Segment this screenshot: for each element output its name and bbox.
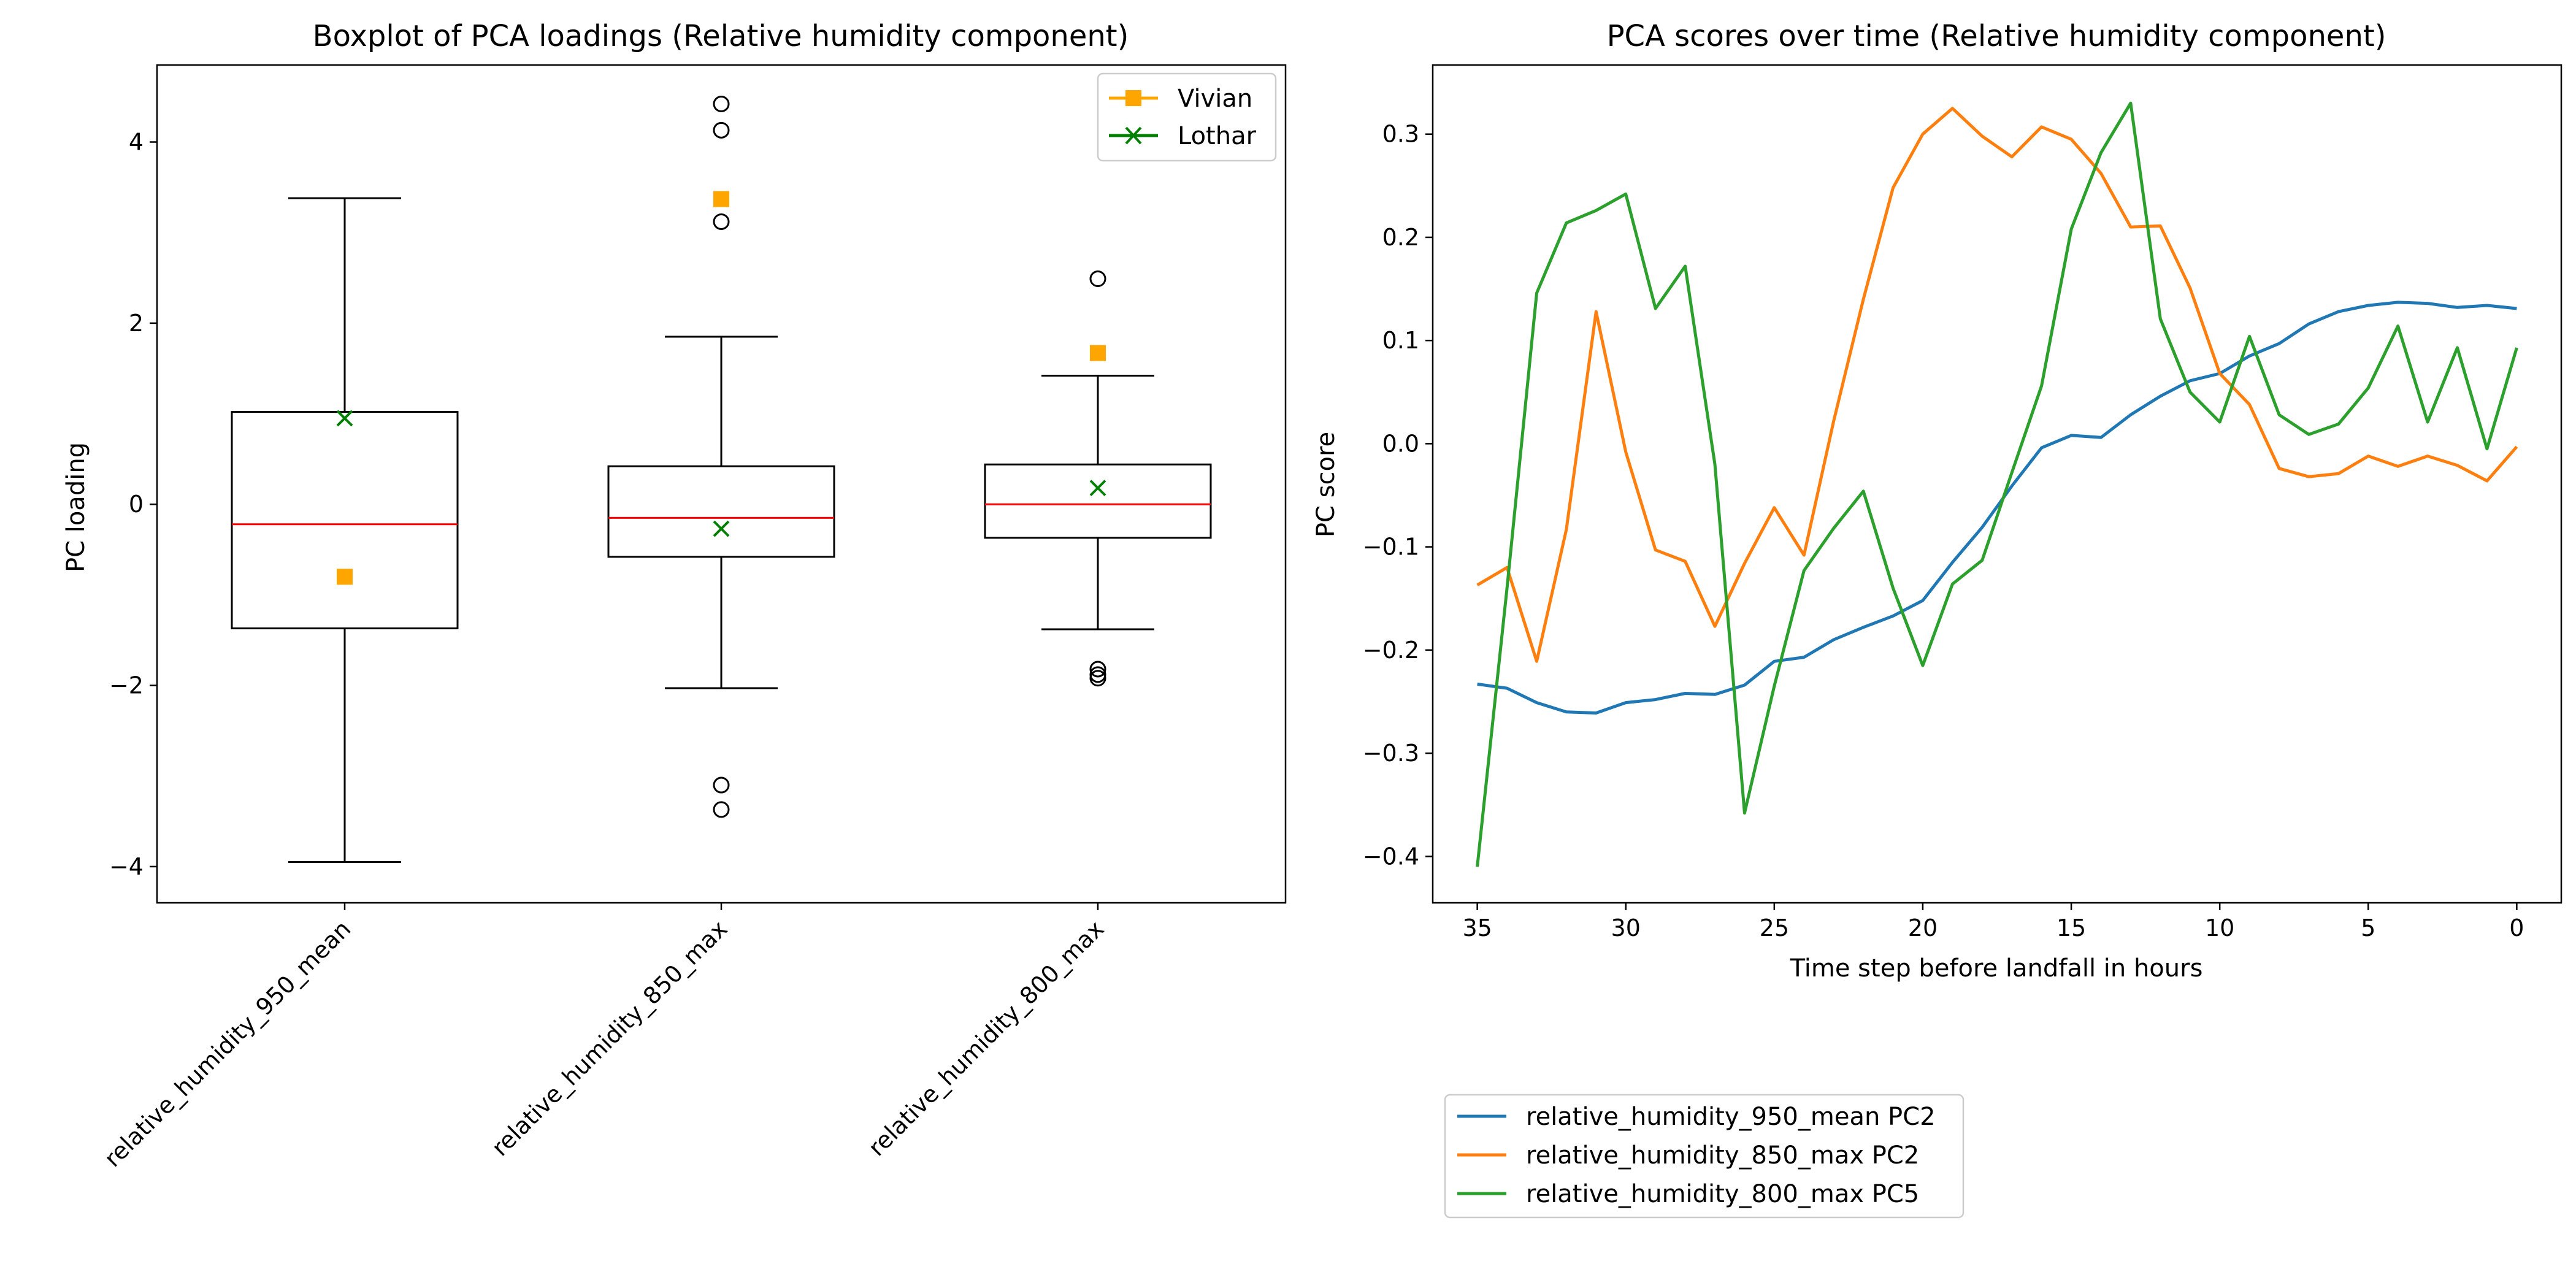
legend-entry-vivian: Vivian bbox=[1109, 85, 1252, 113]
line-chart-y-tick-label: 0.3 bbox=[1382, 121, 1419, 148]
boxplot-y-tick-label: −2 bbox=[109, 672, 144, 699]
legend-entry-850-max: relative_humidity_850_max PC2 bbox=[1457, 1141, 1919, 1170]
series-line-2 bbox=[1476, 107, 2518, 663]
legend-marker-vivian bbox=[1125, 90, 1141, 106]
marker-vivian bbox=[1090, 345, 1106, 361]
legend-entry-800-max: relative_humidity_800_max PC5 bbox=[1457, 1180, 1919, 1208]
boxplot-y-tick-label: 2 bbox=[129, 310, 144, 337]
line-chart-y-tick-label: −0.4 bbox=[1363, 843, 1419, 870]
line-chart-x-tick-label: 0 bbox=[2509, 914, 2524, 941]
marker-vivian bbox=[713, 191, 729, 207]
legend-label-vivian: Vivian bbox=[1178, 85, 1252, 113]
line-chart-x-tick-label: 20 bbox=[1908, 914, 1938, 941]
line-chart-x-tick-label: 25 bbox=[1760, 914, 1789, 941]
marker-vivian bbox=[337, 569, 353, 585]
marker-lothar bbox=[336, 410, 353, 427]
line-chart-x-tick-label: 5 bbox=[2361, 914, 2375, 941]
series-line-1 bbox=[1477, 301, 2517, 715]
legend-label-lothar: Lothar bbox=[1178, 122, 1257, 150]
box-outlier bbox=[713, 801, 730, 818]
box-outlier bbox=[713, 121, 730, 139]
box-outlier bbox=[1089, 670, 1106, 687]
boxplot-y-axis-label: PC loading bbox=[62, 442, 90, 572]
boxplot-axes-frame bbox=[156, 64, 1287, 904]
boxplot-markers bbox=[336, 191, 1106, 585]
boxplot-legend: Vivian Lothar bbox=[1097, 72, 1277, 162]
box-outlier bbox=[713, 213, 730, 230]
line-chart-y-tick-label: −0.1 bbox=[1363, 534, 1419, 561]
line-chart-ticks: −0.4 −0.3 −0.2 −0.1 0.0 0.1 0.2 0.3 35 30 25 20 15 10… bbox=[1363, 121, 2524, 941]
line-chart-y-tick-label: 0.0 bbox=[1382, 430, 1419, 457]
series-line-3 bbox=[1476, 101, 2518, 867]
line-chart-y-tick-label: −0.3 bbox=[1363, 740, 1419, 767]
boxplot-y-tick-label: −4 bbox=[109, 853, 144, 880]
boxplot-boxes bbox=[231, 96, 1212, 864]
marker-lothar bbox=[1089, 480, 1106, 497]
marker-lothar bbox=[713, 520, 730, 537]
box-outlier bbox=[1089, 270, 1106, 288]
line-chart-legend: relative_humidity_950_mean PC2 relative_… bbox=[1444, 1094, 1965, 1219]
boxplot-legend-frame bbox=[1097, 72, 1277, 162]
line-chart-panel: PCA scores over time (Relative humidity … bbox=[1312, 19, 2563, 1219]
box-outlier bbox=[1089, 661, 1106, 678]
legend-label-950-mean: relative_humidity_950_mean PC2 bbox=[1526, 1103, 1936, 1131]
legend-label-800-max: relative_humidity_800_max PC5 bbox=[1526, 1180, 1919, 1208]
line-chart-x-tick-label: 15 bbox=[2057, 914, 2086, 941]
box-outlier bbox=[713, 96, 730, 113]
line-chart-x-axis-label: Time step before landfall in hours bbox=[1790, 954, 2203, 983]
line-chart-y-axis-label: PC score bbox=[1312, 432, 1340, 537]
boxplot-y-tick-label: 0 bbox=[129, 491, 144, 518]
boxplot-title: Boxplot of PCA loadings (Relative humidi… bbox=[313, 19, 1129, 53]
box-outlier bbox=[713, 776, 730, 794]
legend-entry-lothar: Lothar bbox=[1109, 122, 1257, 150]
line-chart-y-tick-label: 0.1 bbox=[1382, 327, 1419, 354]
line-chart-axes-frame bbox=[1432, 64, 2563, 904]
line-chart-y-tick-label: 0.2 bbox=[1382, 224, 1419, 251]
line-chart-y-tick-label: −0.2 bbox=[1363, 637, 1419, 664]
line-chart-legend-frame bbox=[1444, 1094, 1965, 1219]
legend-marker-lothar bbox=[1125, 126, 1142, 145]
line-chart-series bbox=[1476, 101, 2518, 867]
legend-label-850-max: relative_humidity_850_max PC2 bbox=[1526, 1141, 1919, 1170]
line-chart-x-tick-label: 10 bbox=[2205, 914, 2234, 941]
legend-entry-950-mean: relative_humidity_950_mean PC2 bbox=[1457, 1103, 1936, 1131]
line-chart-title: PCA scores over time (Relative humidity … bbox=[1607, 19, 2386, 53]
line-chart-x-tick-label: 35 bbox=[1462, 914, 1492, 941]
line-chart-x-tick-label: 30 bbox=[1611, 914, 1641, 941]
boxplot-y-tick-label: 4 bbox=[129, 129, 144, 156]
